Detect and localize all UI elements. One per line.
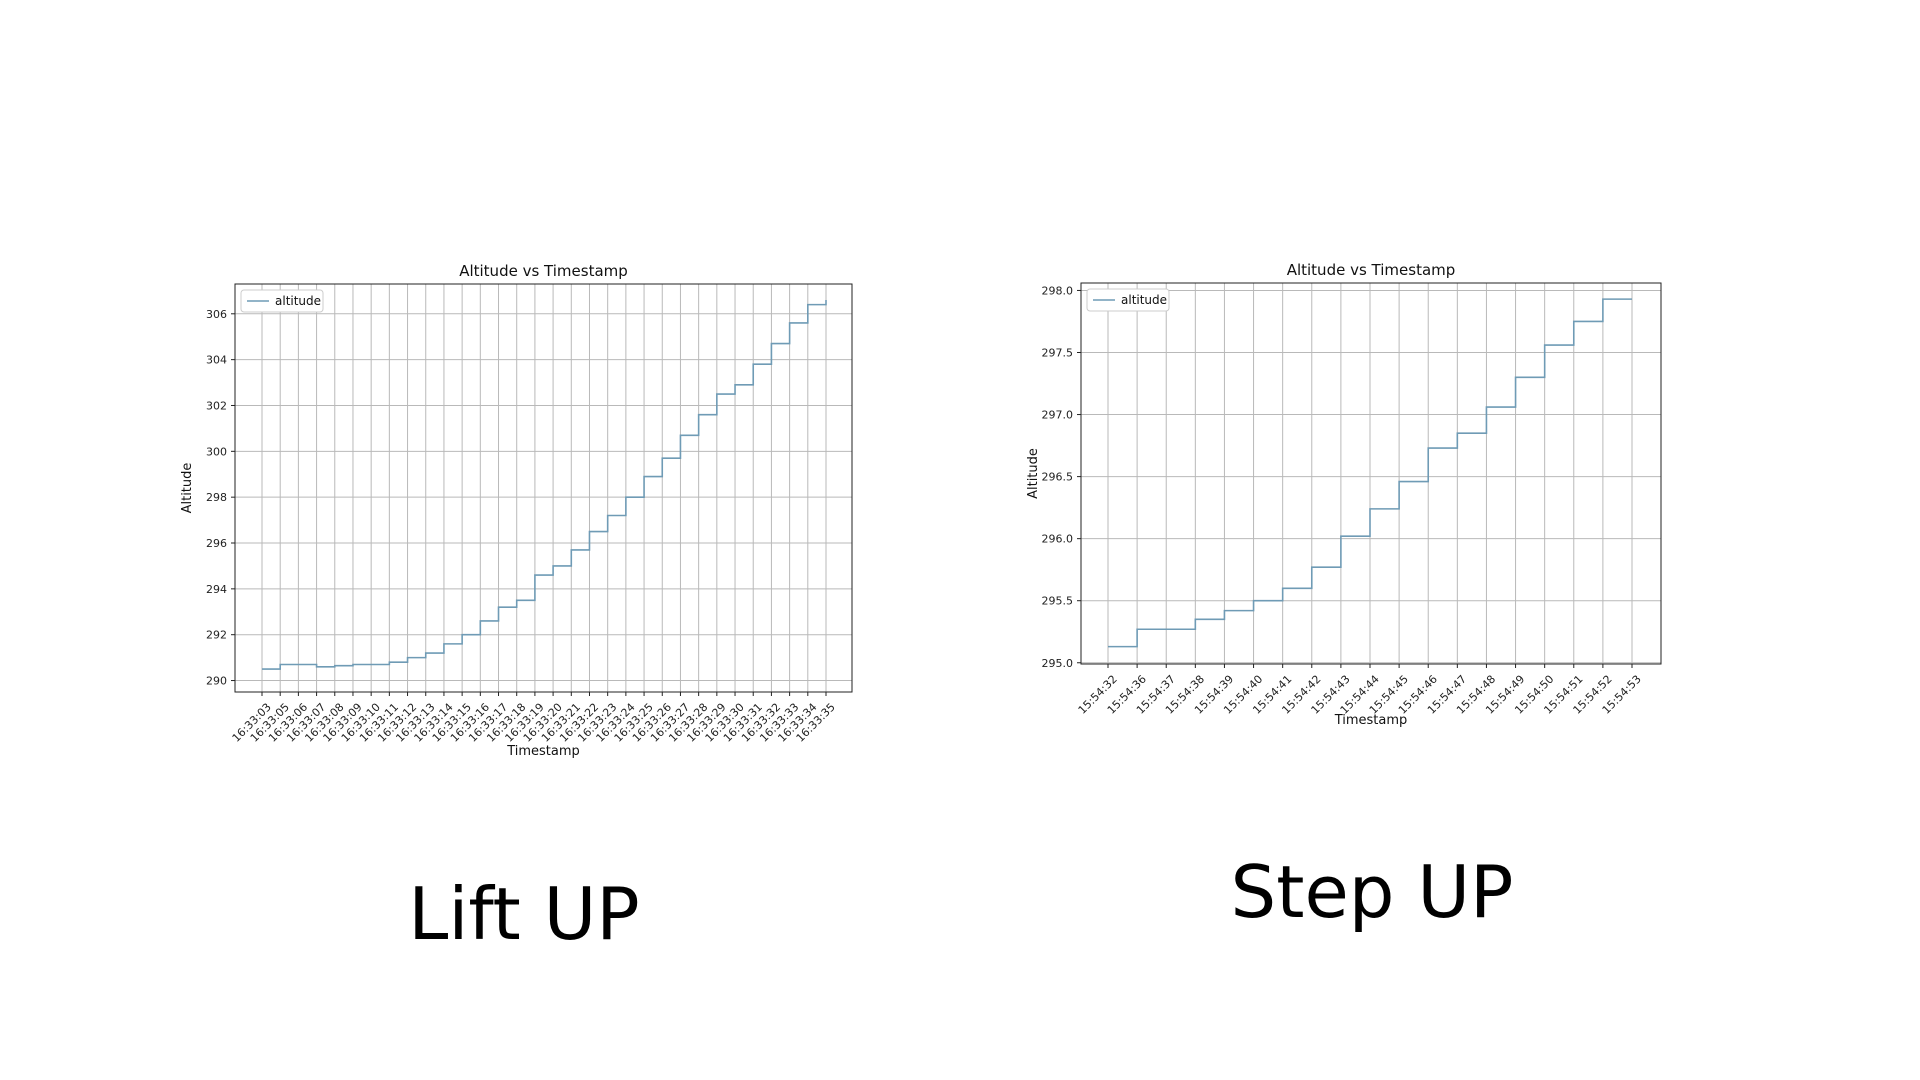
y-axis-label: Altitude [1026,448,1041,499]
x-axis-label: Timestamp [506,744,580,759]
plot-area [235,284,852,692]
chart-lift-up: 16:33:0316:33:0516:33:0616:33:0716:33:08… [180,262,853,759]
legend-box [1086,288,1170,312]
chart-step-up: 15:54:3215:54:3615:54:3715:54:3815:54:39… [1026,261,1662,728]
y-tick-label: 302 [206,399,227,412]
y-axis-label: Altitude [180,463,195,514]
y-tick-label: 296 [206,537,227,550]
y-tick-label: 295.0 [1042,657,1074,670]
y-tick-label: 300 [206,445,227,458]
y-tick-label: 294 [206,583,227,596]
legend-box [240,289,324,313]
caption-lift-up: Lift UP [408,872,640,956]
plot-frame [1080,282,1662,665]
y-tick-label: 298.0 [1042,284,1074,297]
chart-title: Altitude vs Timestamp [459,262,628,280]
y-tick-label: 306 [206,308,227,321]
y-tick-label: 296.5 [1042,471,1074,484]
y-tick-label: 290 [206,675,227,688]
y-tick-label: 297.5 [1042,346,1074,359]
chart-title: Altitude vs Timestamp [1287,261,1456,279]
y-tick-label: 297.0 [1042,409,1074,422]
y-tick-label: 298 [206,491,227,504]
plot-frame [234,283,853,693]
x-axis-label: Timestamp [1334,713,1408,728]
legend-label: altitude [275,294,321,308]
y-tick-label: 295.5 [1042,595,1074,608]
legend-label: altitude [1121,293,1167,307]
y-tick-label: 292 [206,629,227,642]
caption-step-up: Step UP [1230,850,1514,934]
y-tick-label: 304 [206,354,227,367]
y-tick-label: 296.0 [1042,533,1074,546]
